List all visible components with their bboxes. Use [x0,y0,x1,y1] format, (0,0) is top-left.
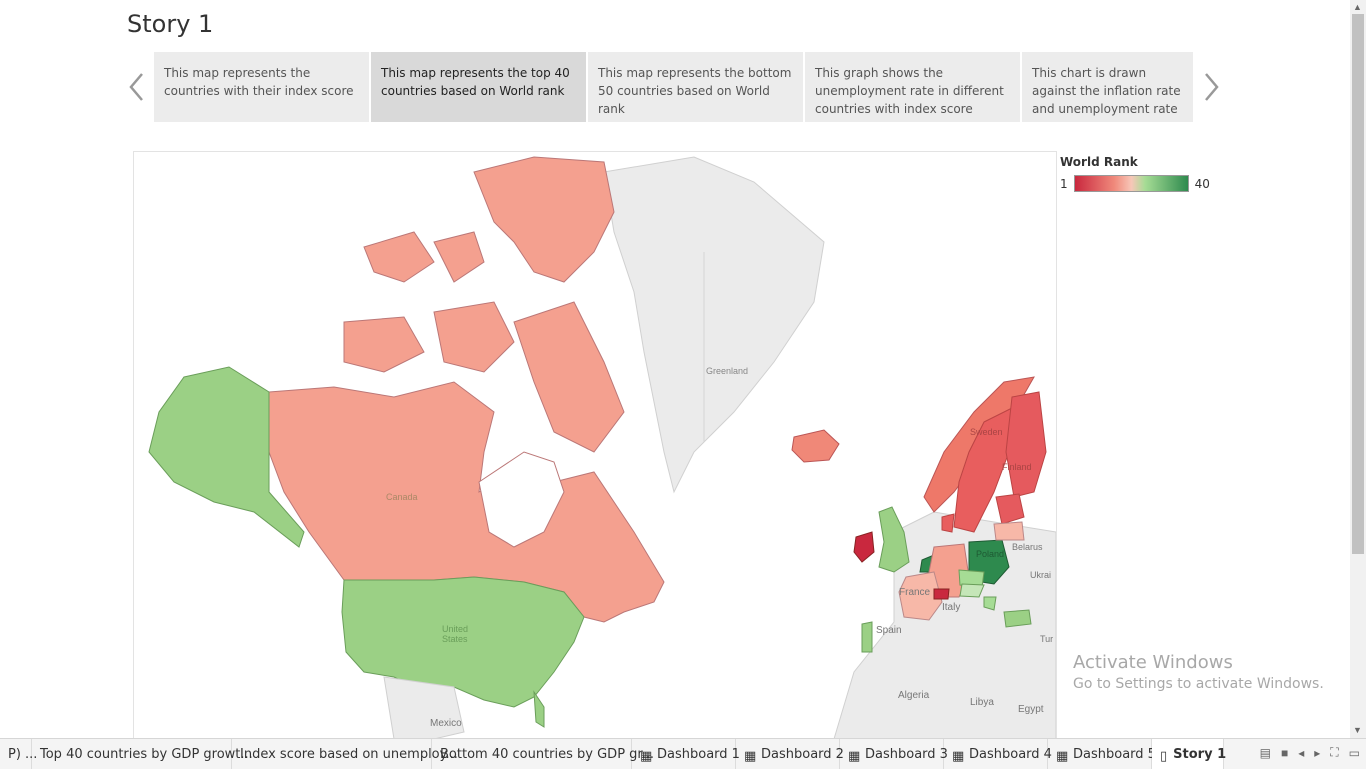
label-sweden: Sweden [970,427,1003,437]
prev-sheet-icon[interactable]: ◂ [1298,745,1305,760]
sheet-tabs-bar: P) ... Top 40 countries by GDP growt... … [0,738,1366,769]
label-egypt: Egypt [1018,704,1044,715]
dashboard-icon: ▦ [640,748,653,764]
tab-dashboard-4[interactable]: ▦ Dashboard 4 [944,739,1052,769]
label-canada: Canada [386,492,418,502]
tab-label: Dashboard 3 [865,746,948,762]
tab-dashboard-1[interactable]: ▦ Dashboard 1 [632,739,740,769]
tab-label: Dashboard 4 [969,746,1052,762]
label-turkey: Tur [1040,634,1054,644]
legend-gradient [1073,175,1189,192]
region-france [898,571,943,621]
label-belarus: Belarus [1012,542,1043,552]
tab-bottom40-gdp[interactable]: Bottom 40 countries by GDP gr... [432,739,654,769]
dashboard-icon: ▦ [1056,748,1069,764]
scroll-down-icon[interactable]: ▼ [1353,725,1362,735]
region-greenland [603,156,825,494]
dashboard-icon: ▦ [848,748,861,764]
region-uk [878,506,910,573]
tab-story-1[interactable]: ▯ Story 1 [1152,739,1227,769]
story-point-2[interactable]: This map represents the top 40 countries… [371,52,586,122]
tab-top40-gdp[interactable]: Top 40 countries by GDP growt... [32,739,253,769]
scroll-up-icon[interactable]: ▲ [1353,2,1362,12]
legend-max: 40 [1194,176,1210,191]
region-germany [928,543,970,598]
label-libya: Libya [970,697,994,708]
label-mexico: Mexico [430,718,462,729]
next-sheet-icon[interactable]: ▸ [1314,745,1321,760]
label-france: France [899,587,931,598]
dashboard-icon: ▦ [952,748,965,764]
story-icon: ▯ [1160,748,1168,764]
story-point-4[interactable]: This graph shows the unemployment rate i… [805,52,1020,122]
sheet-tools: ▤ ■ ◂ ▸ ⛶ ▭ [1260,745,1360,760]
label-finland: Finland [1002,462,1032,472]
legend-title: World Rank [1060,155,1138,169]
label-algeria: Algeria [898,690,930,701]
label-united-states: United States [442,624,469,644]
region-iceland [791,429,840,463]
tab-dashboard-3[interactable]: ▦ Dashboard 3 [840,739,948,769]
tab-dashboard-5[interactable]: ▦ Dashboard 5 [1048,739,1156,769]
label-poland: Poland [976,549,1005,559]
activate-windows-watermark: Activate Windows Go to Settings to activ… [1073,652,1324,692]
legend-min: 1 [1060,176,1068,191]
previous-point-arrow-icon[interactable] [127,70,147,104]
watermark-line2: Go to Settings to activate Windows. [1073,676,1324,692]
show-filmstrip-icon[interactable]: ▤ [1259,745,1271,760]
story-title: Story 1 [127,10,214,38]
story-point-5[interactable]: This chart is drawn against the inflatio… [1022,52,1193,122]
region-canada-arctic [473,156,615,283]
vertical-scrollbar[interactable]: ▲ ▼ [1350,0,1366,738]
region-finland [1005,391,1047,498]
tab-dashboard-2[interactable]: ▦ Dashboard 2 [736,739,844,769]
label-greenland: Greenland [706,366,749,376]
region-usa [341,576,585,708]
story-points-strip: This map represents the countries with t… [154,52,1193,122]
region-ireland [853,531,875,563]
tab-partial[interactable]: P) ... [0,739,37,769]
show-tabs-icon[interactable]: ■ [1280,745,1289,760]
story-point-1[interactable]: This map represents the countries with t… [154,52,369,122]
label-italy: Italy [942,602,961,613]
presentation-icon[interactable]: ▭ [1348,745,1360,760]
tab-label: Dashboard 2 [761,746,844,762]
world-rank-legend: World Rank 1 40 [1060,155,1210,192]
label-ukraine: Ukrai [1030,570,1052,580]
world-rank-map[interactable]: Greenland Canada United States Mexico Fr… [133,151,1057,740]
tab-label: Dashboard 1 [657,746,740,762]
fullscreen-icon[interactable]: ⛶ [1330,745,1339,759]
label-spain: Spain [876,625,902,636]
scrollbar-thumb[interactable] [1352,14,1364,554]
watermark-line1: Activate Windows [1073,652,1233,673]
tab-label: Dashboard 5 [1073,746,1156,762]
region-alaska [148,366,305,548]
next-point-arrow-icon[interactable] [1201,70,1221,104]
tab-label: Story 1 [1173,746,1227,762]
dashboard-icon: ▦ [744,748,757,764]
tab-index-unemployment[interactable]: Index score based on unemploy... [232,739,458,769]
story-point-3[interactable]: This map represents the bottom 50 countr… [588,52,803,122]
